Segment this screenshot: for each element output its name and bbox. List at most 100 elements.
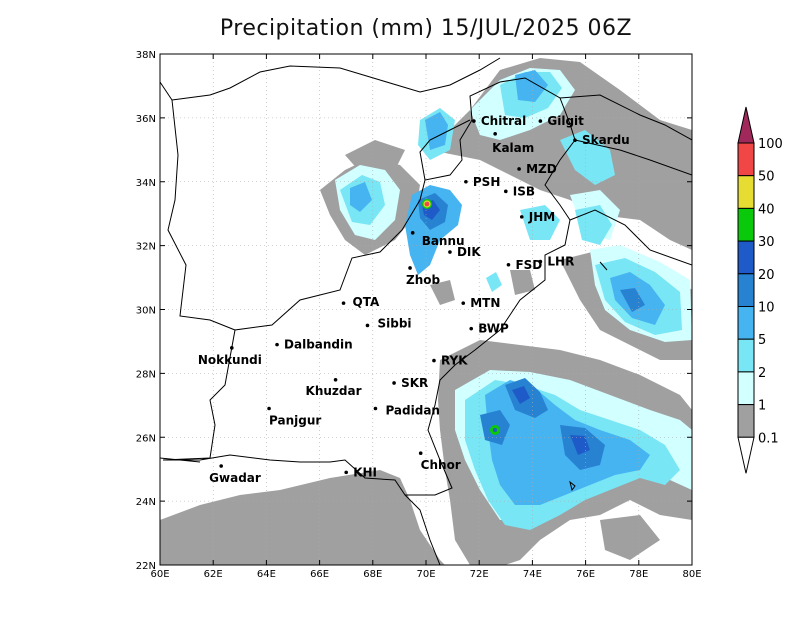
city-ryk: RYK [432, 354, 468, 368]
legend-swatch [737, 175, 755, 209]
city-dot [408, 266, 412, 270]
y-tick-label: 22N [136, 561, 156, 572]
legend-label: 100 [758, 137, 783, 152]
city-dot [373, 406, 378, 411]
legend-over-triangle [737, 106, 755, 144]
city-skr: SKR [392, 376, 428, 390]
x-tick-label: 80E [682, 569, 701, 580]
city-dot [418, 451, 423, 456]
city-label: SKR [401, 376, 428, 390]
city-label: Gwadar [209, 471, 261, 485]
city-label: Bannu [422, 234, 465, 248]
city-bwp: BWP [469, 322, 509, 336]
city-dot [464, 179, 468, 184]
city-label: Khuzdar [306, 384, 362, 398]
city-label: Panjgur [269, 414, 321, 428]
city-panjgur: Panjgur [267, 406, 321, 428]
y-tick-label: 32N [136, 242, 156, 253]
city-dot [392, 381, 396, 385]
city-dik: DIK [448, 245, 481, 259]
city-sibbi: Sibbi [365, 316, 412, 330]
city-dot [517, 167, 521, 171]
legend-under-triangle [737, 436, 755, 474]
city-dot [469, 326, 474, 331]
city-khuzdar: Khuzdar [306, 377, 362, 398]
x-tick-label: 68E [363, 569, 382, 580]
city-mtn: MTN [461, 296, 500, 310]
city-gilgit: Gilgit [538, 114, 584, 128]
legend-label: 40 [758, 202, 775, 217]
x-tick-label: 60E [150, 569, 169, 580]
city-label: Sibbi [377, 316, 411, 330]
x-tick-label: 72E [470, 569, 489, 580]
legend-swatch [737, 207, 755, 242]
legend-label: 50 [758, 170, 775, 185]
y-tick-label: 30N [136, 306, 156, 317]
city-label: RYK [441, 354, 468, 368]
city-dot [448, 250, 452, 254]
legend-label: 0.1 [758, 431, 779, 446]
heavy-rain-hotspot [422, 199, 432, 209]
city-dot [519, 215, 524, 219]
city-mzd: MZD [517, 162, 557, 176]
city-chhor: Chhor [418, 451, 461, 472]
city-label: Kalam [492, 141, 534, 155]
y-axis: 22N 24N 26N 28N 30N 32N 34N 36N 38N [136, 50, 692, 572]
legend-swatch [737, 240, 755, 275]
legend-swatch [737, 371, 755, 406]
city-zhob: Zhob [406, 266, 441, 287]
x-tick-label: 78E [629, 569, 648, 580]
city-padidan: Padidan [373, 404, 440, 418]
city-label: JHM [528, 210, 555, 224]
city-dot [230, 346, 234, 350]
y-tick-label: 34N [136, 178, 156, 189]
city-label: LHR [547, 255, 574, 269]
city-label: Nokkundi [198, 353, 262, 367]
city-dot [275, 342, 279, 347]
city-dot [410, 231, 415, 235]
city-label: Gilgit [547, 114, 584, 128]
city-dot [341, 301, 346, 305]
city-lhr: LHR [538, 255, 574, 269]
city-label: DIK [457, 245, 481, 259]
city-label: MZD [526, 162, 557, 176]
legend-label: 1 [758, 399, 766, 414]
city-jhm: JHM [519, 210, 555, 224]
city-label: Chitral [481, 114, 526, 128]
city-label: Dalbandin [284, 338, 353, 352]
city-label: MTN [470, 296, 500, 310]
x-tick-label: 62E [204, 569, 223, 580]
city-label: BWP [478, 322, 509, 336]
city-kalam: Kalam [492, 132, 534, 155]
city-label: Zhob [406, 273, 440, 287]
city-dot [538, 119, 543, 123]
legend-label: 10 [758, 301, 775, 316]
city-dot [219, 464, 223, 468]
y-tick-label: 24N [136, 497, 156, 508]
city-dalbandin: Dalbandin [275, 338, 353, 352]
city-dot [538, 259, 543, 264]
city-fsd: FSD [506, 258, 542, 272]
city-psh: PSH [464, 175, 500, 189]
city-label: Padidan [385, 404, 440, 418]
grid-lines [160, 54, 692, 565]
city-label: Skardu [582, 133, 630, 147]
city-dot [432, 358, 436, 363]
city-dot [333, 377, 338, 382]
legend-swatch [737, 338, 755, 373]
city-chitral: Chitral [472, 114, 526, 128]
city-skardu: Skardu [573, 133, 630, 147]
x-tick-label: 74E [523, 569, 542, 580]
city-label: QTA [353, 295, 380, 309]
city-bannu: Bannu [410, 231, 465, 248]
city-label: Chhor [421, 458, 461, 472]
legend-swatch [737, 306, 755, 340]
map-title: Precipitation (mm) 15/JUL/2025 06Z [219, 16, 633, 41]
color-legend: 100 50 40 30 20 10 5 2 1 0.1 [737, 106, 783, 474]
legend-label: 2 [758, 366, 766, 381]
city-qta: QTA [341, 295, 380, 309]
city-label: KHI [353, 465, 377, 479]
city-khi: KHI [344, 465, 377, 479]
precipitation-field [160, 58, 692, 565]
